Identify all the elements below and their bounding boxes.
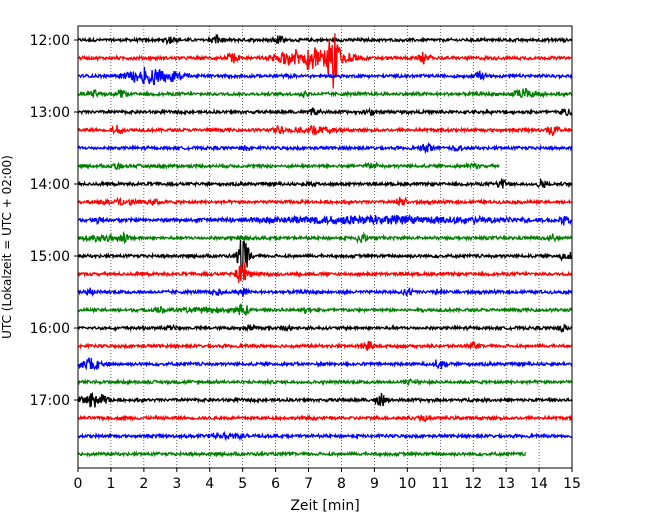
trace-row-1345 bbox=[77, 161, 500, 171]
x-tick-label: 13 bbox=[497, 476, 515, 492]
plot-frame bbox=[77, 25, 573, 469]
trace-row-1315 bbox=[77, 124, 573, 137]
trace-row-1600 bbox=[77, 322, 573, 333]
trace-row-1730 bbox=[77, 430, 573, 442]
trace-row-1545 bbox=[77, 303, 573, 316]
x-tick-label: 3 bbox=[172, 476, 181, 492]
trace-row-1200 bbox=[77, 33, 573, 46]
trace-row-1430 bbox=[77, 214, 573, 226]
trace-row-1715 bbox=[77, 413, 573, 423]
trace-row-1415 bbox=[77, 196, 573, 207]
x-tick-label: 7 bbox=[304, 476, 313, 492]
trace-row-1445 bbox=[77, 230, 573, 245]
trace-row-1615 bbox=[77, 340, 573, 351]
trace-row-1230 bbox=[77, 66, 573, 86]
y-axis-ticks: 12:00 13:00 14:00 15:00 16:00 17:00 bbox=[30, 33, 78, 409]
x-tick-label: 9 bbox=[370, 476, 379, 492]
trace-row-1500 bbox=[77, 239, 573, 273]
x-tick-label: 1 bbox=[106, 476, 115, 492]
trace-row-1645 bbox=[77, 377, 573, 387]
trace-row-1630 bbox=[77, 357, 573, 371]
trace-row-1700 bbox=[77, 391, 573, 408]
trace-row-1300 bbox=[77, 106, 573, 117]
y-tick-label: 15:00 bbox=[30, 249, 70, 265]
trace-row-1400 bbox=[77, 177, 573, 189]
x-tick-label: 11 bbox=[431, 476, 449, 492]
trace-row-1745 bbox=[77, 449, 527, 459]
trace-row-1245 bbox=[77, 87, 573, 99]
x-tick-label: 10 bbox=[398, 476, 416, 492]
x-axis-label: Zeit [min] bbox=[290, 498, 359, 514]
x-tick-label: 8 bbox=[337, 476, 346, 492]
y-tick-label: 12:00 bbox=[30, 33, 70, 49]
y-tick-label: 16:00 bbox=[30, 321, 70, 337]
x-tick-label: 2 bbox=[139, 476, 148, 492]
x-tick-label: 12 bbox=[464, 476, 482, 492]
seismogram-traces bbox=[77, 33, 573, 459]
x-tick-label: 14 bbox=[530, 476, 548, 492]
x-tick-label: 6 bbox=[271, 476, 280, 492]
y-tick-label: 17:00 bbox=[30, 393, 70, 409]
trace-row-1330 bbox=[77, 142, 573, 155]
y-tick-label: 13:00 bbox=[30, 105, 70, 121]
x-tick-label: 5 bbox=[238, 476, 247, 492]
trace-row-1515 bbox=[77, 261, 573, 283]
x-tick-label: 15 bbox=[563, 476, 581, 492]
y-axis-label: UTC (Lokalzeit = UTC + 02:00) bbox=[0, 155, 14, 339]
x-tick-label: 0 bbox=[74, 476, 83, 492]
trace-row-1530 bbox=[77, 286, 573, 298]
y-tick-label: 14:00 bbox=[30, 177, 70, 193]
x-tick-label: 4 bbox=[205, 476, 214, 492]
trace-row-1215 bbox=[77, 33, 573, 89]
x-axis-ticks: 0 1 2 3 4 5 6 7 8 9 10 11 12 13 14 15 bbox=[74, 468, 581, 492]
